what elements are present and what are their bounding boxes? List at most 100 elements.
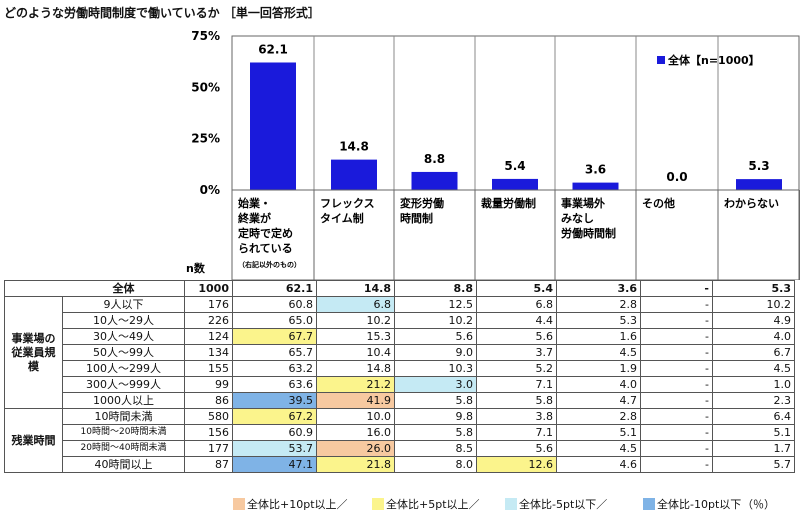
value-cell: 21.8	[316, 456, 395, 473]
value-cell: 1.0	[712, 376, 795, 393]
value-cell: 5.8	[476, 392, 557, 409]
value-cell: 14.8	[316, 360, 395, 377]
bar-value-label: 8.8	[424, 152, 445, 166]
value-cell: 7.1	[476, 376, 557, 393]
value-cell: 4.5	[712, 360, 795, 377]
n-cell: 156	[184, 424, 233, 441]
n-cell: 226	[184, 312, 233, 329]
row-label: 30人～49人	[62, 328, 185, 345]
value-cell: 8.5	[394, 440, 477, 457]
category-label: 労働時間制	[561, 226, 616, 240]
n-cell: 176	[184, 296, 233, 313]
table-row: 全体 1000 62.1 14.8 8.8 5.4 3.6-5.3	[4, 280, 795, 297]
value-cell: 1.7	[712, 440, 795, 457]
n-cell: 86	[184, 392, 233, 409]
category-label: フレックス	[320, 197, 375, 210]
value-cell: 3.6	[556, 280, 641, 297]
table-row: 10人～29人 226 65.0 10.2 10.2 4.4 5.3-4.9	[5, 312, 795, 329]
value-cell: 41.9	[316, 392, 395, 409]
value-cell: 65.7	[232, 344, 317, 361]
legend-text: 全体比+10pt以上／	[247, 498, 348, 511]
row-label: 100人～299人	[62, 360, 185, 377]
category-label: タイム制	[320, 211, 364, 225]
value-cell: 9.0	[394, 344, 477, 361]
table-row: 10時間～20時間未満 156 60.9 16.0 5.8 7.1 5.1-5.1	[5, 424, 795, 441]
value-cell: 5.6	[476, 328, 557, 345]
row-label: 10時間～20時間未満	[62, 424, 185, 441]
category-label: わからない	[724, 197, 779, 210]
value-cell: 6.8	[316, 296, 395, 313]
legend-item: 全体比-10pt以下	[643, 496, 741, 512]
value-cell: 60.8	[232, 296, 317, 313]
n-cell: 124	[184, 328, 233, 345]
bar-value-label: 0.0	[666, 170, 687, 184]
table-row: 事業場の従業員規模 9人以下 176 60.8 6.8 12.5 6.8 2.8-10.2	[4, 296, 795, 409]
value-cell: -	[640, 360, 713, 377]
value-cell: -	[640, 424, 713, 441]
bar-chart: 75% 50% 25% 0% 62.1 14.8 8.8 5.4 3.6 0.0 5.3 全体【n=1…	[186, 29, 800, 280]
value-cell: -	[640, 296, 713, 313]
value-cell: 6.4	[712, 408, 795, 425]
category-label: 始業・	[238, 196, 271, 210]
n-cell: 1000	[184, 280, 233, 297]
value-cell: -	[640, 280, 713, 297]
value-cell: 10.0	[316, 408, 395, 425]
value-cell: 5.7	[712, 456, 795, 473]
value-cell: 10.4	[316, 344, 395, 361]
table-row: 残業時間 10時間未満 580 67.2 10.0 9.8 3.8 2.8-6.4	[4, 408, 795, 473]
row-label: 300人～999人	[62, 376, 185, 393]
row-label: 20時間～40時間未満	[62, 440, 185, 457]
table-row: 50人～99人 134 65.7 10.4 9.0 3.7 4.5-6.7	[5, 344, 795, 361]
y-tick-label: 0%	[200, 183, 220, 197]
row-label: 10時間未満	[62, 408, 185, 425]
category-label: みなし	[561, 212, 594, 225]
header-frame	[231, 189, 800, 280]
group-label	[4, 280, 63, 297]
value-cell: 21.2	[316, 376, 395, 393]
value-cell: 47.1	[232, 456, 317, 473]
value-cell: 5.8	[394, 392, 477, 409]
row-label: 全体	[62, 280, 185, 297]
value-cell: 10.2	[316, 312, 395, 329]
group-label: 残業時間	[4, 408, 63, 473]
value-cell: 14.8	[316, 280, 395, 297]
value-cell: -	[640, 408, 713, 425]
value-cell: -	[640, 312, 713, 329]
table-row: 300人～999人 99 63.6 21.2 3.0 7.1 4.0-1.0	[5, 376, 795, 393]
value-cell: 6.7	[712, 344, 795, 361]
value-cell: -	[640, 456, 713, 473]
chart-title: どのような労働時間制度で働いているか ［単一回答形式］	[4, 6, 320, 20]
legend-swatch	[505, 498, 517, 510]
category-label: 裁量労働制	[481, 196, 536, 210]
value-cell: 10.3	[394, 360, 477, 377]
value-cell: 4.5	[556, 440, 641, 457]
category-label: 時間制	[400, 211, 433, 225]
n-cell: 580	[184, 408, 233, 425]
n-cell: 177	[184, 440, 233, 457]
value-cell: -	[640, 376, 713, 393]
value-cell: 4.4	[476, 312, 557, 329]
n-cell: 134	[184, 344, 233, 361]
value-cell: 12.6	[476, 456, 557, 473]
table-row: 30人～49人 124 67.7 15.3 5.6 5.6 1.6-4.0	[5, 328, 795, 345]
n-cell: 99	[184, 376, 233, 393]
bar-value-label: 3.6	[585, 163, 606, 177]
bar-value-label: 14.8	[339, 140, 369, 154]
bar	[411, 171, 458, 190]
category-label: 終業が	[238, 211, 271, 225]
value-cell: 5.2	[476, 360, 557, 377]
value-cell: -	[640, 328, 713, 345]
value-cell: 67.2	[232, 408, 317, 425]
value-cell: 5.1	[556, 424, 641, 441]
y-tick-label: 25%	[191, 132, 220, 146]
value-cell: 5.4	[476, 280, 557, 297]
value-cell: 15.3	[316, 328, 395, 345]
legend-swatch	[372, 498, 384, 510]
value-cell: 65.0	[232, 312, 317, 329]
bar	[492, 178, 538, 190]
crosstab-table: 全体 1000 62.1 14.8 8.8 5.4 3.6-5.3 事業場の従業員規模 9人以下…	[4, 280, 795, 473]
row-label: 10人～29人	[62, 312, 185, 329]
value-cell: 6.8	[476, 296, 557, 313]
legend-text: 全体比-5pt以下／	[519, 498, 608, 511]
table-row: 20時間～40時間未満 177 53.7 26.0 8.5 5.6 4.5-1.7	[5, 440, 795, 457]
